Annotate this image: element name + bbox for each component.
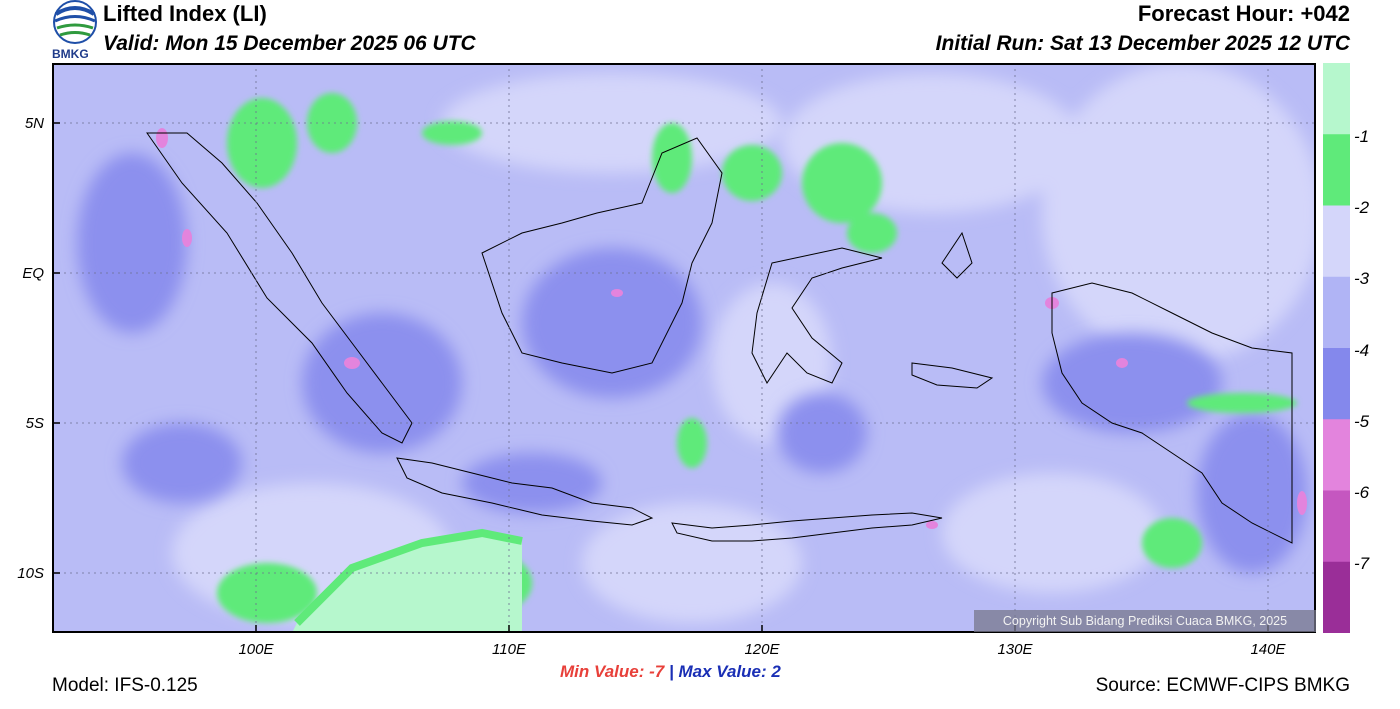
intense-spots (156, 128, 1307, 529)
colorbar-label-m3: -3 (1354, 269, 1370, 288)
colorbar-segment (1323, 205, 1350, 278)
chart-title: Lifted Index (LI) (103, 1, 267, 26)
lat-label-10s: 10S (17, 565, 44, 582)
lon-label-120e: 120E (744, 641, 780, 658)
lat-label-eq: EQ (22, 265, 44, 282)
colorbar-segment (1323, 134, 1350, 206)
max-value: 2 (771, 662, 781, 681)
forecast-hour: Forecast Hour: +042 (1137, 1, 1350, 26)
lon-label-100e: 100E (238, 641, 274, 658)
bmkg-logo (53, 0, 97, 44)
max-label: Max Value: (678, 662, 767, 681)
min-max-values: Min Value: -7 | Max Value: 2 (560, 662, 781, 682)
source-label: Source: ECMWF-CIPS BMKG (1095, 675, 1350, 696)
lat-label-5s: 5S (25, 415, 44, 432)
model-label: Model: IFS-0.125 (52, 675, 198, 696)
valid-time: Valid: Mon 15 December 2025 06 UTC (103, 32, 476, 55)
colorbar-segment (1323, 561, 1350, 633)
colorbar-label-m4: -4 (1354, 341, 1370, 360)
colorbar-segment (1323, 276, 1350, 349)
colorbar-label-m5: -5 (1354, 412, 1370, 431)
minmax-separator: | (668, 662, 674, 681)
lon-label-130e: 130E (997, 641, 1033, 658)
initial-run: Initial Run: Sat 13 December 2025 12 UTC (935, 32, 1350, 55)
colorbar-segments (1323, 63, 1350, 633)
lon-label-140e: 140E (1250, 641, 1286, 658)
min-label: Min Value: (560, 662, 645, 681)
colorbar-segment (1323, 419, 1350, 491)
colorbar-label-m2: -2 (1354, 198, 1370, 217)
colorbar-label-m6: -6 (1354, 483, 1370, 502)
gridlines (52, 63, 1316, 633)
strong-regions (77, 153, 1307, 573)
colorbar-segment (1323, 490, 1350, 563)
colorbar-label-m7: -7 (1354, 554, 1370, 573)
lifted-index-map (52, 63, 1316, 633)
green-patches (217, 93, 1297, 623)
australia-region (292, 533, 522, 633)
colorbar-segment (1323, 63, 1350, 135)
map-border (52, 63, 1316, 633)
logo-text: BMKG (52, 47, 89, 61)
colorbar-label-m1: -1 (1354, 127, 1370, 146)
min-value: -7 (649, 662, 665, 681)
colorbar (1323, 63, 1350, 633)
colorbar-segment (1323, 348, 1350, 420)
copyright-notice: Copyright Sub Bidang Prediksi Cuaca BMKG… (974, 610, 1316, 632)
lon-label-110e: 110E (492, 641, 526, 658)
lat-label-5n: 5N (24, 115, 44, 132)
